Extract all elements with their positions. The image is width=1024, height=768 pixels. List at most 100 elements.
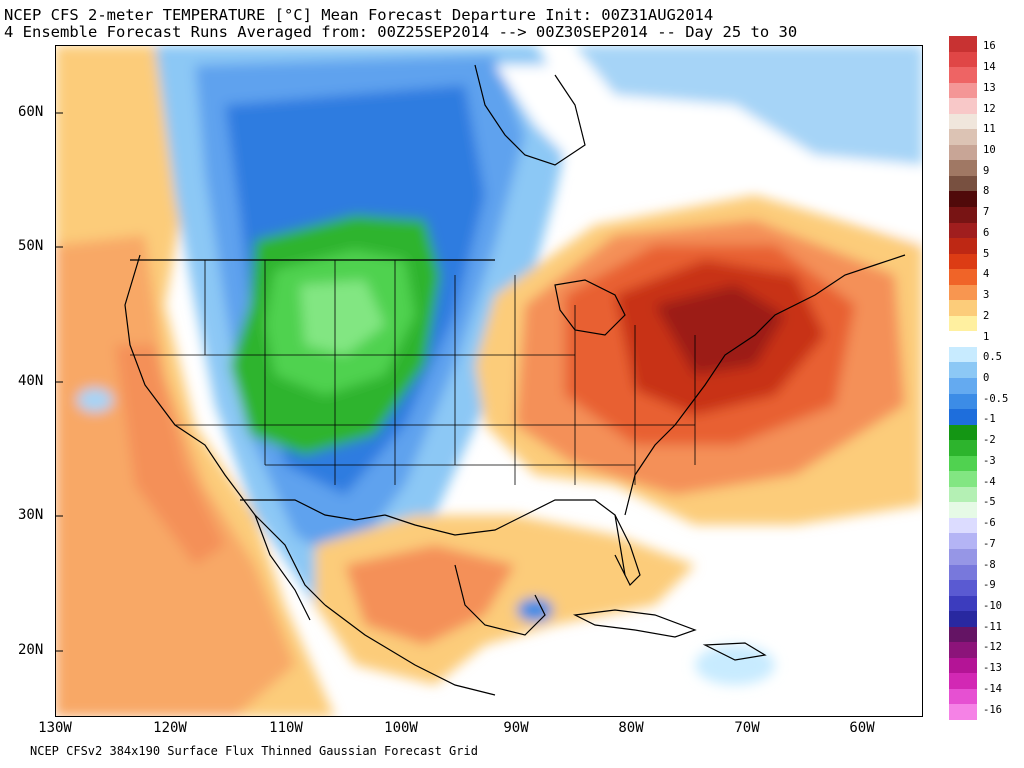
title-line-1: NCEP CFS 2-meter TEMPERATURE [°C] Mean F… [4,6,714,24]
great-lakes [554,279,626,336]
legend-label: 14 [983,61,996,74]
legend-swatch [949,269,977,286]
map-border [55,45,923,717]
title-line-2: 4 Ensemble Forecast Runs Averaged from: … [4,23,798,41]
footer-caption: NCEP CFSv2 384x190 Surface Flux Thinned … [30,744,478,758]
legend-swatch [949,238,977,255]
legend-label: -13 [983,662,1002,675]
legend-swatch [949,160,977,177]
cuba [572,609,697,638]
legend-label: -3 [983,454,996,467]
yucatan [454,564,546,636]
legend-label: 10 [983,144,996,156]
lon-label-120w: 120W [153,720,187,736]
legend-swatch [949,409,977,426]
legend-swatch [949,611,977,628]
legend-swatch [949,253,977,270]
anomaly-map [55,45,923,717]
legend-label: -10 [983,600,1002,612]
legend-swatch [949,704,977,721]
legend-label: 0 [983,372,990,384]
legend-swatch [949,331,977,348]
legend-label: 0.5 [983,351,1002,364]
legend-swatch [949,378,977,395]
legend-label: 16 [983,40,996,53]
lon-label-110w: 110W [269,720,303,736]
legend-label: -2 [983,434,996,447]
baja [254,514,311,621]
legend-label: 12 [983,102,996,115]
legend-swatch [949,207,977,224]
legend-label: 2 [983,309,990,322]
legend-label: -1 [983,413,996,426]
legend-label: -6 [983,517,996,530]
legend-label: -11 [983,620,1002,633]
legend-label: -9 [983,579,996,592]
hudson-bay [474,64,586,166]
legend-swatch [949,129,977,146]
legend-swatch [949,533,977,550]
legend-swatch [949,36,977,53]
legend-swatch [949,486,977,503]
lat-label-40n: 40N [18,373,44,389]
lon-label-130w: 130W [38,720,72,736]
legend-swatch [949,517,977,534]
legend-label: 3 [983,289,990,302]
legend-label: -12 [983,641,1002,654]
west-coast [124,254,326,606]
legend-swatch [949,440,977,457]
legend-swatch [949,346,977,363]
legend-swatch [949,362,977,379]
legend-label: 4 [983,268,990,281]
lat-label-60n: 60N [18,104,44,120]
lon-label-70w: 70W [734,720,760,736]
florida [614,514,641,587]
legend-swatch [949,98,977,115]
legend-swatch [949,175,977,192]
legend-swatch [949,642,977,659]
lon-label-80w: 80W [618,720,644,736]
legend-label: 9 [983,164,990,177]
legend-swatch [949,222,977,239]
legend-swatch [949,471,977,488]
legend-swatch [949,564,977,581]
gulf-coast [384,499,626,576]
legend-swatch [949,580,977,597]
legend-label: -0.5 [983,392,1009,405]
lat-label-20n: 20N [18,642,44,658]
legend-label: 13 [983,81,996,94]
lat-label-50n: 50N [18,238,44,254]
legend-swatch [949,502,977,519]
legend-label: 1 [983,330,990,343]
legend-swatch [949,191,977,208]
us-mexico-border [240,499,386,521]
legend-label: -14 [983,682,1002,695]
legend-swatch [949,82,977,99]
legend-label: 5 [983,247,990,260]
legend-label: -4 [983,475,996,488]
legend-swatch [949,595,977,612]
legend-swatch [949,626,977,643]
legend-swatch [949,455,977,472]
legend-label: 6 [983,226,990,239]
legend-label: 7 [983,206,990,219]
legend-swatch [949,673,977,690]
legend-label: 11 [983,123,996,136]
legend-swatch [949,657,977,674]
lon-label-60w: 60W [849,720,875,736]
legend-label: -8 [983,558,996,571]
legend-swatch [949,284,977,301]
legend-label: -7 [983,537,996,550]
legend-swatch [949,315,977,332]
legend-swatch [949,300,977,317]
mexico-coast [324,604,496,696]
legend-swatch [949,424,977,441]
lat-label-30n: 30N [18,507,44,523]
legend-label: -16 [983,703,1002,716]
lon-label-90w: 90W [503,720,529,736]
lon-label-100w: 100W [384,720,418,736]
legend-swatch [949,549,977,566]
legend-label: -5 [983,496,996,509]
legend-swatch [949,67,977,84]
hispaniola [702,642,767,661]
